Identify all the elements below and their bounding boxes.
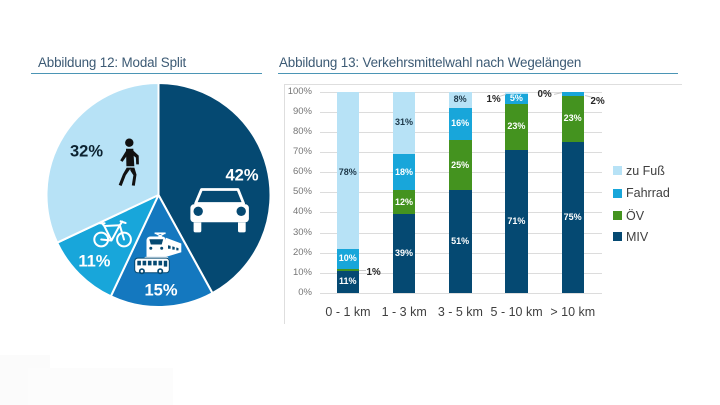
svg-text:42%: 42% (225, 167, 258, 185)
svg-text:15%: 15% (144, 282, 177, 300)
svg-text:11%: 11% (78, 253, 110, 271)
svg-text:32%: 32% (70, 143, 103, 161)
